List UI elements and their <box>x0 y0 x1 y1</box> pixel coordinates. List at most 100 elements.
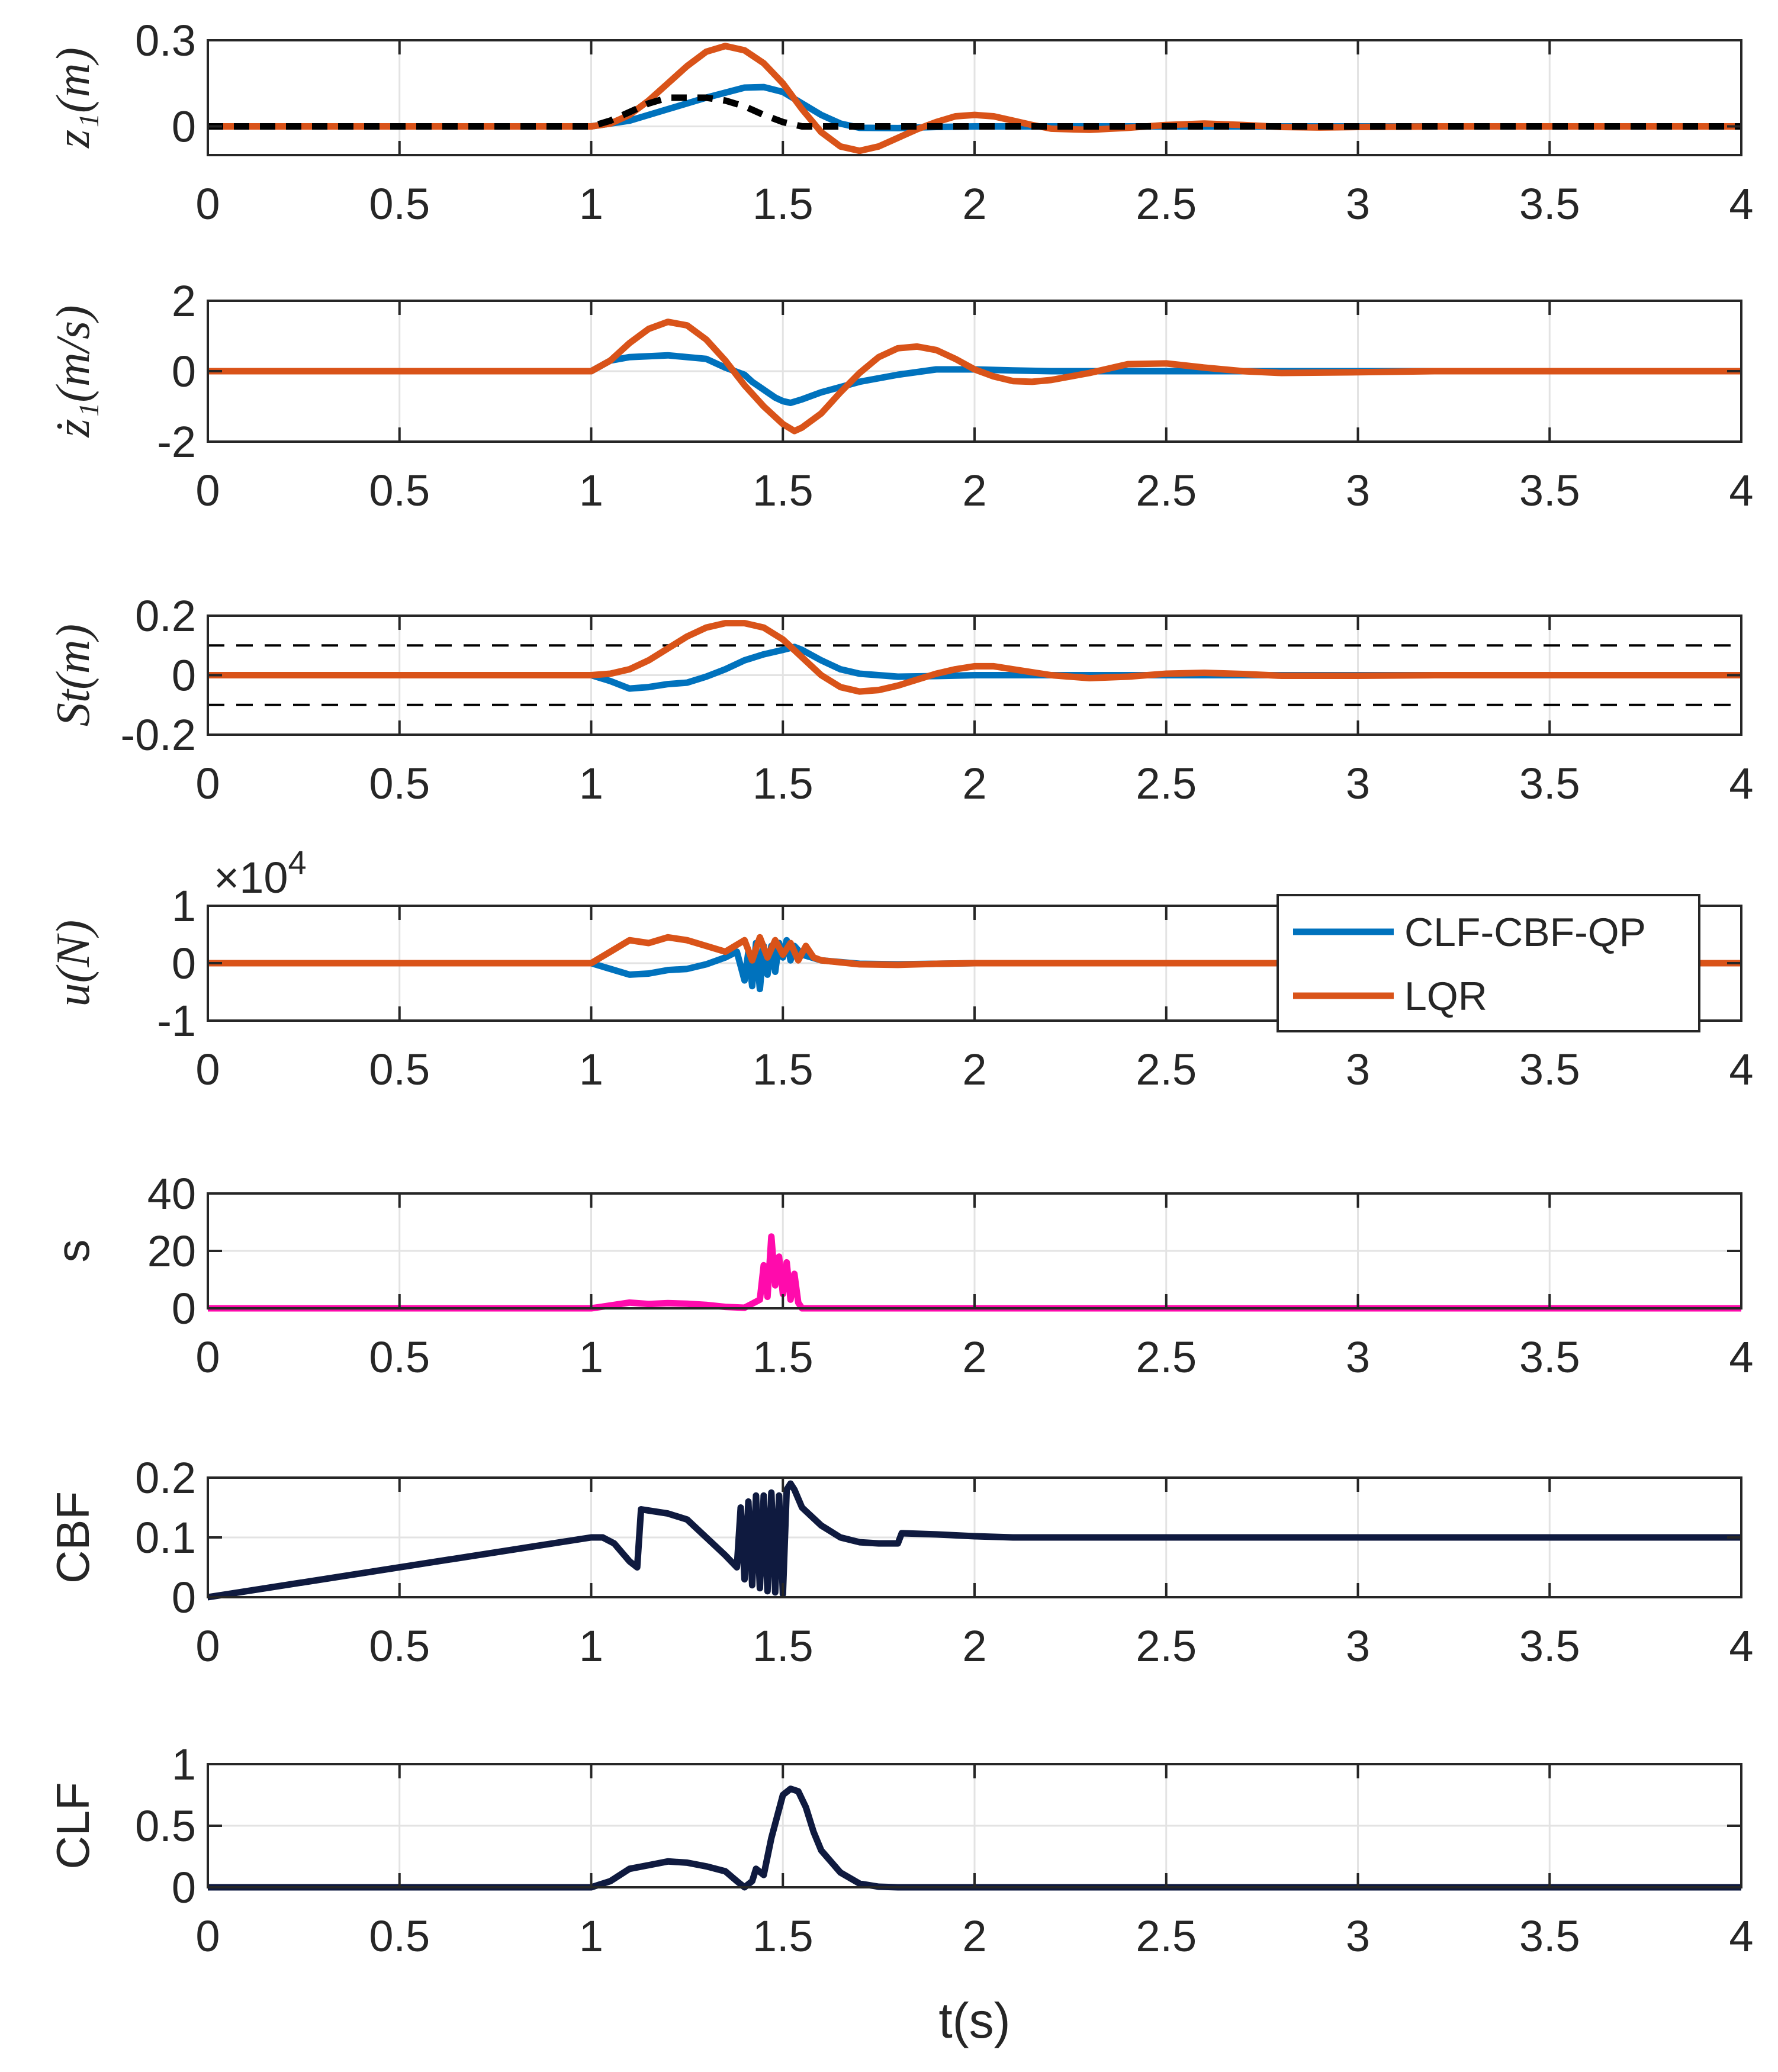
x-tick-label: 1 <box>579 759 603 808</box>
x-tick-label: 4 <box>1729 179 1753 229</box>
y-tick-label: 0.2 <box>135 591 196 641</box>
series-line-clf <box>208 1785 1741 1891</box>
y-tick-label: -1 <box>157 996 196 1045</box>
x-tick-label: 0.5 <box>369 1333 430 1382</box>
legend-label: LQR <box>1404 974 1487 1019</box>
x-tick-label: 1.5 <box>753 1621 814 1671</box>
subplot-6: 0 0.5 1 1.5 2 2.5 3 3.5 4 0 0.1 0.2 CBF <box>47 1453 1754 1671</box>
subplot-4: 0 0.5 1 1.5 2 2.5 3 3.5 4-101u(N)×104CLF-CBF-QPL… <box>47 844 1754 1094</box>
y-axis-label: z₁(m) <box>47 47 99 149</box>
x-tick-label: 2.5 <box>1136 759 1197 808</box>
y-tick-label: 2 <box>172 276 196 326</box>
x-tick-label: 1 <box>579 1333 603 1382</box>
x-tick-label: 3 <box>1346 1045 1370 1094</box>
x-tick-label: 2.5 <box>1136 1621 1197 1671</box>
legend-label: CLF-CBF-QP <box>1404 910 1646 955</box>
axis-multiplier-base: ×10 <box>214 853 288 902</box>
y-tick-label: 40 <box>147 1169 196 1218</box>
y-tick-label: 0 <box>172 347 196 396</box>
x-tick-label: 1.5 <box>753 759 814 808</box>
y-tick-label: 0 <box>172 651 196 700</box>
y-tick-label: 1 <box>172 881 196 931</box>
y-tick-label: 0.2 <box>135 1453 196 1502</box>
x-tick-label: 1.5 <box>753 466 814 515</box>
x-tick-label: 0 <box>195 466 220 515</box>
y-axis-label: CLF <box>47 1782 99 1869</box>
series-line-s <box>208 1233 1741 1312</box>
x-tick-label: 3.5 <box>1519 1045 1580 1094</box>
y-axis-label: u(N) <box>47 920 99 1007</box>
x-tick-label: 2 <box>962 759 986 808</box>
x-tick-label: 4 <box>1729 1912 1753 1961</box>
x-tick-label: 2.5 <box>1136 1912 1197 1961</box>
y-axis-label: ż₁(m/s) <box>47 305 99 437</box>
legend-box <box>1277 894 1700 1032</box>
x-tick-label: 2 <box>962 466 986 515</box>
x-tick-label: 2 <box>962 1045 986 1094</box>
x-tick-label: 3 <box>1346 759 1370 808</box>
series-line-cbf <box>208 1480 1741 1601</box>
x-tick-label: 3 <box>1346 466 1370 515</box>
y-tick-label: 0.5 <box>135 1801 196 1851</box>
y-tick-label: -2 <box>157 417 196 466</box>
x-tick-label: 1.5 <box>753 1045 814 1094</box>
x-tick-label: 0.5 <box>369 179 430 229</box>
x-tick-label: 3.5 <box>1519 1333 1580 1382</box>
x-tick-label: 1 <box>579 466 603 515</box>
subplot-1: 0 0.5 1 1.5 2 2.5 3 3.5 4 0 0.3 z₁(m) <box>47 16 1754 229</box>
subplot-3: 0 0.5 1 1.5 2 2.5 3 3.5 4-0.200.2St(m) <box>47 591 1754 808</box>
x-tick-label: 0.5 <box>369 1621 430 1671</box>
x-tick-label: 3.5 <box>1519 179 1580 229</box>
x-tick-label: 3.5 <box>1519 759 1580 808</box>
x-tick-label: 0 <box>195 1333 220 1382</box>
x-tick-label: 1 <box>579 1912 603 1961</box>
y-axis-label: St(m) <box>47 624 99 726</box>
x-tick-label: 4 <box>1729 1621 1753 1671</box>
x-tick-label: 1 <box>579 1045 603 1094</box>
y-axis-label: s <box>47 1240 99 1263</box>
x-tick-label: 2.5 <box>1136 1045 1197 1094</box>
x-tick-label: 1.5 <box>753 179 814 229</box>
x-tick-label: 2.5 <box>1136 466 1197 515</box>
legend: CLF-CBF-QP LQR <box>1277 894 1700 1032</box>
y-tick-label: 0 <box>172 1284 196 1333</box>
x-tick-label: 1 <box>579 179 603 229</box>
subplot-7: 0 0.5 1 1.5 2 2.5 3 3.5 4 0 0.5 1 CLF t(s) <box>47 1740 1754 2048</box>
axis-multiplier-exponent: 4 <box>288 844 307 881</box>
y-tick-label: 20 <box>147 1227 196 1276</box>
series-line-clf-cbf-qp <box>208 352 1741 406</box>
x-tick-label: 2.5 <box>1136 179 1197 229</box>
x-tick-label: 1.5 <box>753 1912 814 1961</box>
series-line-lqr <box>208 318 1741 435</box>
x-tick-label: 0.5 <box>369 759 430 808</box>
x-tick-label: 0.5 <box>369 466 430 515</box>
x-tick-label: 1 <box>579 1621 603 1671</box>
x-tick-label: 3.5 <box>1519 1621 1580 1671</box>
x-tick-label: 0 <box>195 179 220 229</box>
x-tick-label: 0.5 <box>369 1045 430 1094</box>
x-tick-label: 4 <box>1729 1045 1753 1094</box>
y-tick-label: 1 <box>172 1740 196 1789</box>
x-tick-label: 3 <box>1346 1621 1370 1671</box>
x-axis-label: t(s) <box>938 1993 1010 2048</box>
y-tick-label: 0.1 <box>135 1513 196 1562</box>
x-tick-label: 0 <box>195 1045 220 1094</box>
x-tick-label: 1.5 <box>753 1333 814 1382</box>
x-tick-label: 3.5 <box>1519 1912 1580 1961</box>
series-line-lqr <box>208 620 1741 695</box>
series-line-lqr <box>208 43 1741 155</box>
x-tick-label: 3.5 <box>1519 466 1580 515</box>
y-tick-label: 0 <box>172 939 196 988</box>
x-tick-label: 2.5 <box>1136 1333 1197 1382</box>
x-tick-label: 4 <box>1729 1333 1753 1382</box>
x-tick-label: 3 <box>1346 1333 1370 1382</box>
x-tick-label: 2 <box>962 1333 986 1382</box>
series-line-lqr <box>208 934 1741 969</box>
x-tick-label: 3 <box>1346 1912 1370 1961</box>
x-tick-label: 0 <box>195 1912 220 1961</box>
x-tick-label: 2 <box>962 179 986 229</box>
y-tick-label: 0 <box>172 1573 196 1622</box>
x-tick-label: 3 <box>1346 179 1370 229</box>
